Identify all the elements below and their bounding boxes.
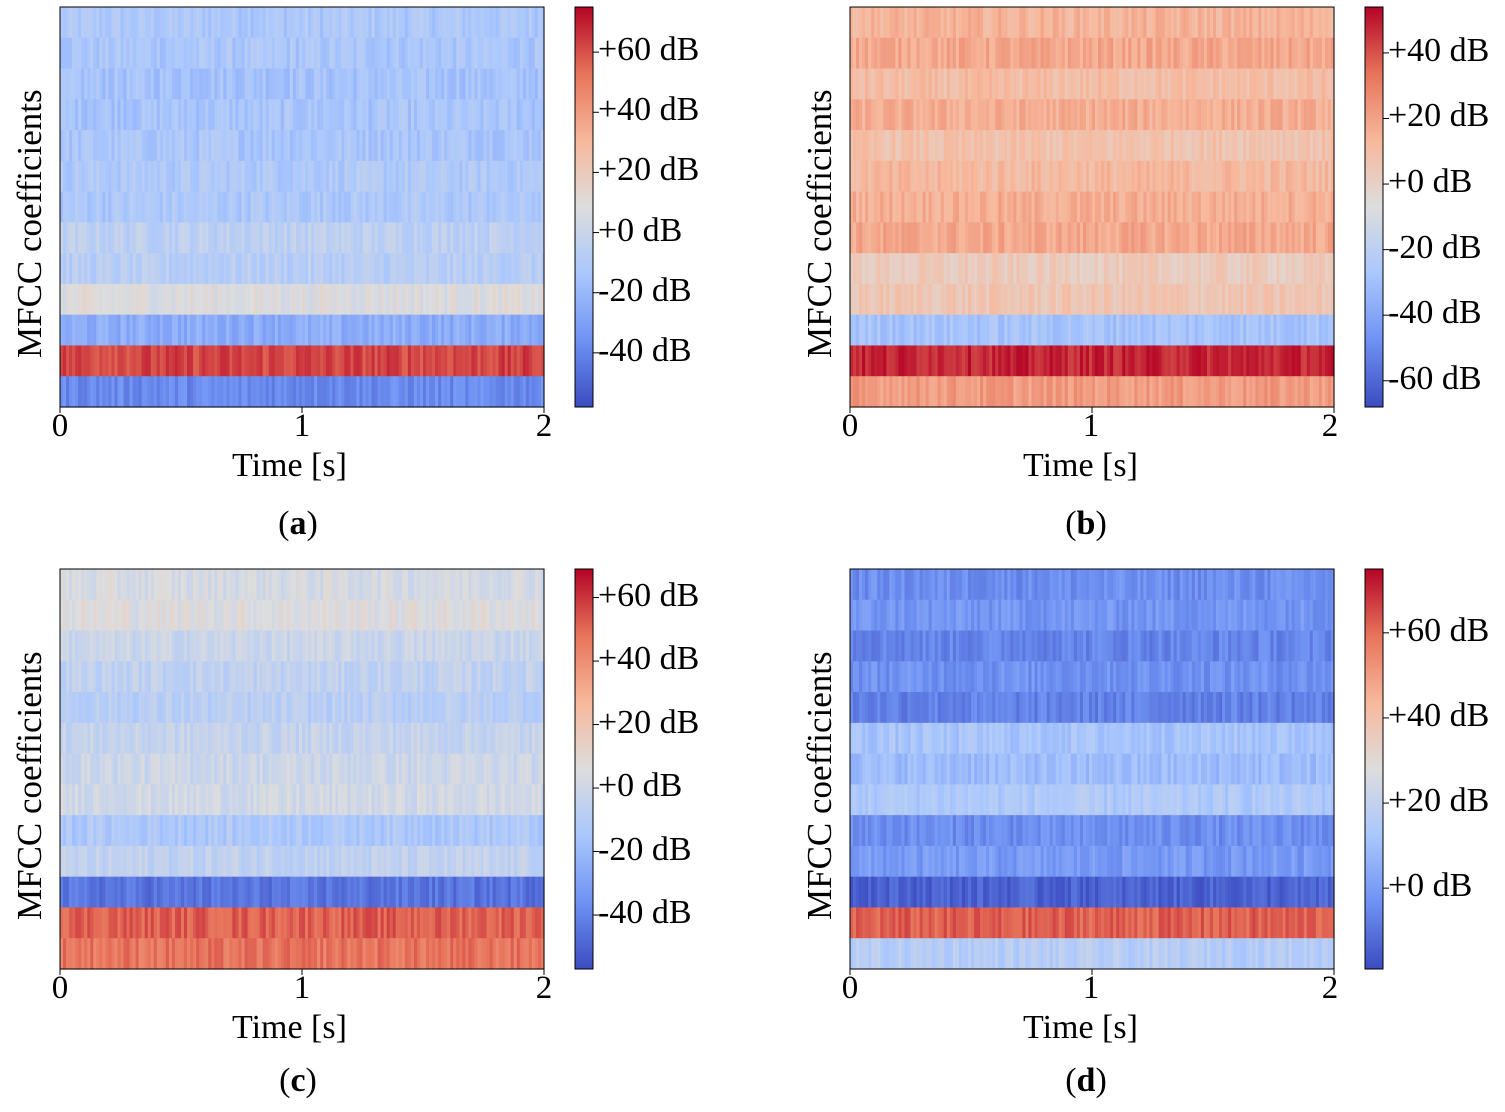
x-axis-label: Time [s] — [232, 447, 347, 485]
colorbar-tick-label: +40 dB — [1388, 32, 1489, 70]
mfcc-row — [850, 315, 1335, 346]
x-tick-label: 2 — [1322, 408, 1339, 445]
mfcc-row — [850, 376, 1335, 407]
mfcc-row — [850, 130, 1335, 161]
mfcc-row — [60, 600, 545, 631]
panel-b: MFCC coefficients 0 1 2 Time [s] +40 dB+… — [790, 0, 1505, 550]
mfcc-row — [60, 38, 545, 69]
x-tick-label: 1 — [294, 408, 311, 445]
colorbar-tick-label: -20 dB — [1388, 229, 1482, 267]
colorbar-tick-label: +40 dB — [598, 91, 699, 129]
mfcc-row — [850, 38, 1335, 69]
heatmap-cells — [850, 7, 1335, 408]
x-tick-label: 1 — [1083, 408, 1100, 445]
mfcc-row — [60, 130, 545, 161]
panel-caption: (a) — [278, 505, 318, 543]
mfcc-row — [850, 192, 1335, 223]
heatmap-cells — [60, 7, 545, 408]
mfcc-row — [850, 69, 1335, 100]
panel-c: MFCC coefficients 0 1 2 Time [s] +60 dB+… — [0, 562, 740, 1112]
mfcc-row — [850, 161, 1335, 192]
mfcc-row — [850, 284, 1335, 315]
mfcc-row — [60, 345, 545, 376]
mfcc-row — [850, 222, 1335, 253]
heatmap-cells — [60, 569, 545, 970]
colorbar-tick-label: +20 dB — [1388, 97, 1489, 135]
mfcc-row — [60, 192, 545, 223]
mfcc-row — [60, 284, 545, 315]
colorbar — [575, 7, 593, 407]
mfcc-row — [60, 253, 545, 284]
x-tick-label: 0 — [842, 408, 859, 445]
colorbar-tick-label: -20 dB — [598, 272, 692, 310]
colorbar-tick-label: +0 dB — [598, 212, 682, 250]
mfcc-row — [850, 99, 1335, 130]
mfcc-row — [60, 99, 545, 130]
colorbar-tick-label: +0 dB — [1388, 163, 1472, 201]
mfcc-row — [60, 631, 545, 662]
colorbar-tick-label: +60 dB — [598, 31, 699, 69]
mfcc-row — [850, 253, 1335, 284]
mfcc-row — [60, 569, 545, 600]
x-tick-label: 0 — [52, 408, 69, 445]
mfcc-row — [60, 161, 545, 192]
mfcc-row — [850, 7, 1335, 38]
panel-a: MFCC coefficients 0 1 2 Time [s] +60 dB+… — [0, 0, 740, 550]
mfcc-row — [60, 7, 545, 38]
mfcc-row — [850, 345, 1335, 376]
colorbar-tick-label: +20 dB — [598, 151, 699, 189]
mfcc-row — [60, 222, 545, 253]
mfcc-row — [60, 661, 545, 692]
heatmap-b — [790, 0, 1505, 550]
colorbar-tick-label: -40 dB — [598, 332, 692, 370]
colorbar-tick-label: -40 dB — [1388, 294, 1482, 332]
x-axis-label: Time [s] — [1023, 447, 1138, 485]
mfcc-row — [60, 69, 545, 100]
colorbar-tick-label: -60 dB — [1388, 360, 1482, 398]
panel-caption: (b) — [1065, 505, 1107, 543]
x-tick-label: 2 — [536, 408, 553, 445]
colorbar — [1365, 7, 1383, 407]
mfcc-row — [60, 692, 545, 723]
mfcc-row — [60, 315, 545, 346]
mfcc-row — [60, 376, 545, 407]
